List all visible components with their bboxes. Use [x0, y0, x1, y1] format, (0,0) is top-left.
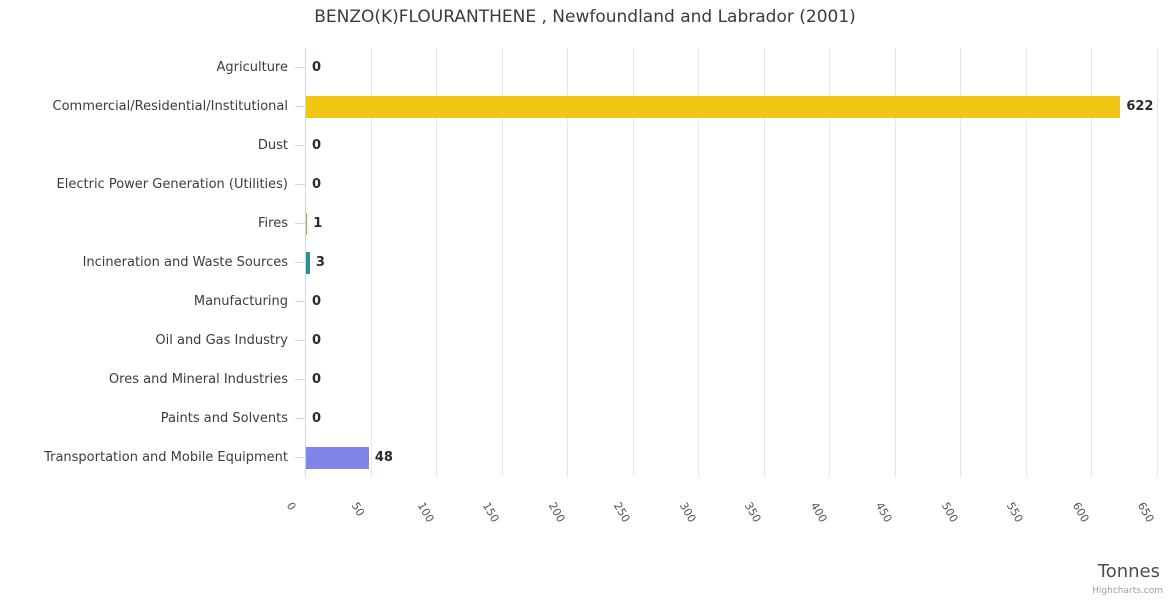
gridline	[1091, 48, 1093, 477]
highcharts-credits[interactable]: Highcharts.com	[1092, 586, 1163, 596]
x-axis-title: Tonnes	[1097, 561, 1160, 582]
bar-row: 48	[306, 438, 1157, 477]
bar-row: 0	[306, 126, 1157, 165]
gridline	[436, 48, 438, 477]
category-tick	[295, 106, 305, 107]
x-tick-label: 100	[414, 500, 437, 525]
bar-row: 0	[306, 399, 1157, 438]
category-label: Oil and Gas Industry	[155, 333, 288, 348]
value-label: 0	[312, 294, 322, 309]
value-label: 0	[312, 60, 322, 75]
bar-incineration-and-waste-sources[interactable]	[306, 251, 310, 274]
bar-row: 0	[306, 360, 1157, 399]
x-tick-label: 300	[676, 500, 699, 525]
gridline	[1025, 48, 1027, 477]
category-label: Commercial/Residential/Institutional	[52, 99, 289, 114]
bar-row: 0	[306, 48, 1157, 87]
gridline	[763, 48, 765, 477]
x-axis-tick-labels: 0 50 100 150 200 250 300 350 400 450 500 550 600 650	[284, 477, 1170, 547]
bar-fires[interactable]	[306, 212, 308, 235]
category-tick	[295, 418, 305, 419]
bar-commercial-residential-institutional[interactable]	[306, 95, 1121, 118]
value-label: 0	[312, 333, 322, 348]
x-tick-label: 350	[741, 500, 764, 525]
value-label: 622	[1126, 99, 1154, 114]
category-tick	[295, 184, 305, 185]
y-axis-category-labels: Agriculture Commercial/Residential/Instit…	[0, 48, 288, 477]
gridline	[894, 48, 896, 477]
category-tick	[295, 340, 305, 341]
value-label: 0	[312, 177, 322, 192]
category-tick	[295, 223, 305, 224]
category-tick	[295, 301, 305, 302]
bar-row: 0	[306, 321, 1157, 360]
bar-row: 1	[306, 204, 1157, 243]
value-label: 0	[312, 138, 322, 153]
gridline	[829, 48, 831, 477]
x-tick-label: 0	[283, 500, 299, 513]
x-tick-label: 150	[480, 500, 502, 525]
value-label: 0	[312, 372, 322, 387]
gridline	[960, 48, 962, 477]
gridline	[698, 48, 700, 477]
x-tick-label: 600	[1069, 500, 1092, 525]
chart-title: BENZO(K)FLOURANTHENE , Newfoundland and …	[314, 7, 856, 27]
category-label: Electric Power Generation (Utilities)	[56, 177, 288, 192]
x-tick-label: 250	[611, 500, 633, 525]
x-tick-label: 200	[545, 500, 568, 525]
value-label: 0	[312, 411, 322, 426]
category-label: Ores and Mineral Industries	[108, 372, 288, 387]
category-label: Transportation and Mobile Equipment	[44, 450, 288, 465]
category-label: Fires	[258, 216, 288, 231]
x-tick-label: 650	[1134, 500, 1157, 525]
gridline	[501, 48, 503, 477]
x-tick-label: 550	[1003, 500, 1026, 525]
x-tick-label: 50	[349, 500, 368, 519]
category-label: Manufacturing	[193, 294, 288, 309]
bar-row: 0	[306, 282, 1157, 321]
bar-transportation-and-mobile-equipment[interactable]	[306, 446, 369, 469]
category-tick	[295, 145, 305, 146]
category-tick	[295, 67, 305, 68]
value-label: 48	[374, 450, 393, 465]
bar-row: 622	[306, 87, 1157, 126]
category-label: Incineration and Waste Sources	[82, 255, 288, 270]
category-tick	[295, 262, 305, 263]
gridline	[567, 48, 569, 477]
value-label: 3	[315, 255, 325, 270]
gridline	[1156, 48, 1158, 477]
y-axis-line	[305, 48, 306, 477]
plot-area: 0 622 0 0 1 3 0 0 0 0 48	[295, 48, 1158, 477]
value-label: 1	[313, 216, 323, 231]
x-tick-label: 400	[807, 500, 830, 525]
x-tick-label: 450	[872, 500, 895, 525]
category-label: Dust	[257, 138, 288, 153]
category-label: Paints and Solvents	[160, 411, 288, 426]
category-tick	[295, 457, 305, 458]
category-tick	[295, 379, 305, 380]
bar-row: 0	[306, 165, 1157, 204]
gridline	[632, 48, 634, 477]
x-tick-label: 500	[938, 500, 961, 525]
gridline	[370, 48, 372, 477]
category-label: Agriculture	[216, 60, 289, 75]
bar-row: 3	[306, 243, 1157, 282]
